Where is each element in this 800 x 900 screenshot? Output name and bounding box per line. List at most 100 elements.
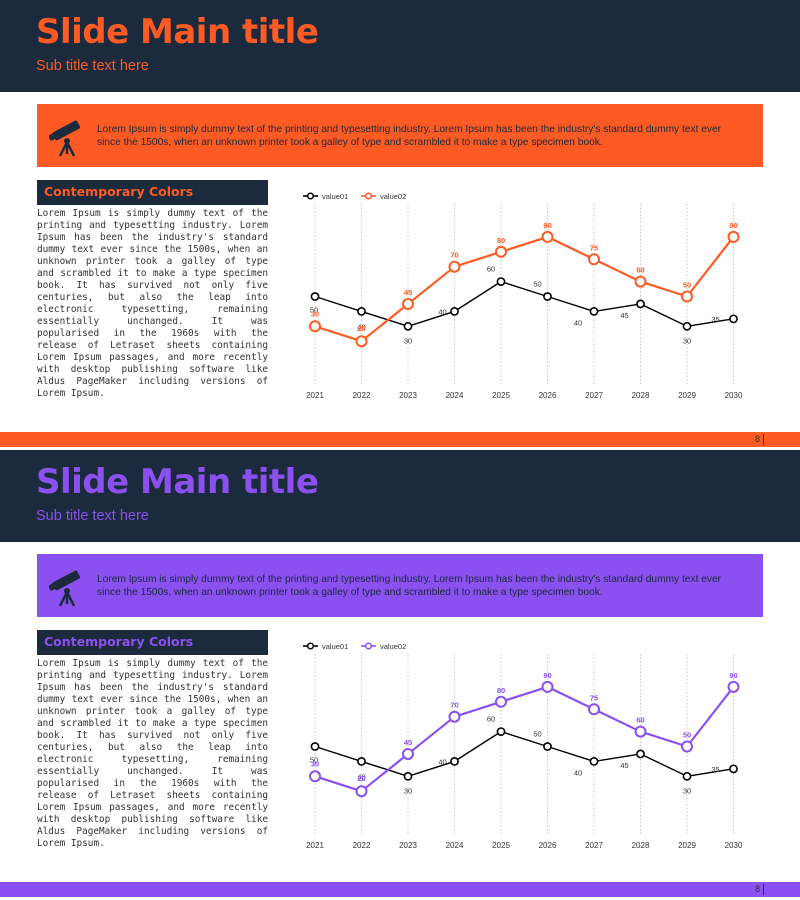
data-point-value01 xyxy=(543,292,552,301)
data-point-value01 xyxy=(636,749,645,759)
x-tick-label: 2025 xyxy=(492,841,510,850)
data-label-value02: 90 xyxy=(729,221,737,230)
data-point-value02 xyxy=(541,230,554,243)
series-line-value02 xyxy=(314,235,735,343)
data-label-value01: 45 xyxy=(620,311,628,320)
slide-2: Slide Main title Sub title text here Lor… xyxy=(0,450,800,900)
data-point-value01 xyxy=(729,764,738,774)
data-point-value02 xyxy=(495,245,507,258)
x-tick-label: 2029 xyxy=(678,841,696,850)
data-point-value02 xyxy=(634,275,647,288)
x-tick-label: 2024 xyxy=(446,841,464,850)
slide-header: Slide Main title Sub title text here xyxy=(0,0,800,92)
data-point-value02 xyxy=(634,725,647,738)
data-point-value01 xyxy=(310,742,320,751)
data-point-value02 xyxy=(727,230,740,243)
line-chart: 2021 2022 2023 2024 2025 2026 2027 2028 2029 2030… xyxy=(303,642,743,850)
slide-header: Slide Main title Sub title text here xyxy=(0,450,800,542)
series-line-value01 xyxy=(314,280,734,328)
series-line-value01 xyxy=(314,730,734,778)
data-label-value02: 90 xyxy=(729,671,737,680)
data-point-value01 xyxy=(636,299,645,309)
series-line-value02 xyxy=(314,685,735,793)
data-point-value02 xyxy=(681,740,693,753)
data-point-value02 xyxy=(495,695,507,708)
data-label-value02: 75 xyxy=(590,693,598,702)
slide-title: Slide Main title xyxy=(36,12,319,52)
data-point-value01 xyxy=(357,757,366,766)
data-point-value01 xyxy=(589,757,599,766)
data-point-value02 xyxy=(541,680,554,693)
data-label-value01: 50 xyxy=(310,306,318,315)
data-label-value02: 70 xyxy=(450,251,458,260)
data-label-value02: 50 xyxy=(683,281,691,290)
telescope-icon xyxy=(49,570,81,607)
data-label-value02: 60 xyxy=(636,266,644,275)
data-point-value01 xyxy=(357,307,366,316)
x-tick-label: 2021 xyxy=(306,391,324,400)
x-tick-label: 2026 xyxy=(539,391,557,400)
legend-swatch-marker xyxy=(306,642,315,650)
data-point-value02 xyxy=(355,785,368,798)
data-label-value02: 90 xyxy=(543,671,551,680)
data-label-value01: 50 xyxy=(533,280,541,289)
footer-bar xyxy=(0,432,800,447)
data-label-value01: 40 xyxy=(357,322,365,331)
data-label-value01: 60 xyxy=(487,715,495,724)
data-point-value01 xyxy=(403,321,413,331)
data-label-value02: 70 xyxy=(450,701,458,710)
x-tick-label: 2022 xyxy=(353,391,371,400)
section-title: Contemporary Colors xyxy=(44,634,194,649)
data-label-value02: 45 xyxy=(404,288,412,297)
data-label-value01: 30 xyxy=(683,336,691,345)
x-tick-label: 2029 xyxy=(678,391,696,400)
data-point-value01 xyxy=(543,742,552,751)
banner-text: Lorem Ipsum is simply dummy text of the … xyxy=(97,124,722,148)
data-label-value01: 60 xyxy=(487,265,495,274)
data-label-value01: 45 xyxy=(620,761,628,770)
data-point-value01 xyxy=(682,321,692,331)
data-label-value01: 35 xyxy=(711,765,719,774)
data-point-value02 xyxy=(588,253,600,266)
page-number: 8 xyxy=(755,434,764,445)
body-paragraph: Lorem Ipsum is simply dummy text of the … xyxy=(37,658,268,849)
data-point-value02 xyxy=(309,770,321,783)
x-tick-label: 2030 xyxy=(725,841,743,850)
legend-label: value01 xyxy=(322,192,348,201)
section-header: Contemporary Colors xyxy=(37,630,268,655)
banner-text: Lorem Ipsum is simply dummy text of the … xyxy=(97,574,722,598)
data-point-value01 xyxy=(403,771,413,781)
section-header: Contemporary Colors xyxy=(37,180,268,205)
data-label-value02: 90 xyxy=(543,221,551,230)
x-tick-label: 2022 xyxy=(353,841,371,850)
body-paragraph: Lorem Ipsum is simply dummy text of the … xyxy=(37,208,268,399)
data-point-value01 xyxy=(589,307,599,316)
info-banner: Lorem Ipsum is simply dummy text of the … xyxy=(37,554,763,617)
data-label-value01: 30 xyxy=(404,786,412,795)
x-tick-label: 2023 xyxy=(399,391,417,400)
data-label-value01: 40 xyxy=(574,318,582,327)
legend-label: value02 xyxy=(380,642,406,651)
legend-label: value02 xyxy=(380,192,406,201)
data-label-value01: 30 xyxy=(683,786,691,795)
data-point-value01 xyxy=(729,314,738,324)
x-tick-label: 2025 xyxy=(492,391,510,400)
legend-swatch-marker xyxy=(306,192,315,200)
data-point-value02 xyxy=(402,297,414,310)
data-point-value02 xyxy=(681,290,693,303)
data-label-value02: 30 xyxy=(311,309,319,318)
x-tick-label: 2028 xyxy=(632,391,650,400)
data-label-value02: 20 xyxy=(357,774,365,783)
x-tick-label: 2026 xyxy=(539,841,557,850)
data-label-value02: 45 xyxy=(404,738,412,747)
legend-label: value01 xyxy=(322,642,348,651)
data-point-value02 xyxy=(588,703,600,716)
x-tick-label: 2028 xyxy=(632,841,650,850)
line-chart: 2021 2022 2023 2024 2025 2026 2027 2028 2029 2030… xyxy=(303,192,743,400)
data-label-value02: 30 xyxy=(311,759,319,768)
data-label-value01: 40 xyxy=(438,307,446,316)
data-point-value02 xyxy=(448,710,461,723)
x-tick-label: 2030 xyxy=(725,391,743,400)
data-point-value01 xyxy=(682,771,692,781)
slide-subtitle: Sub title text here xyxy=(36,508,149,524)
